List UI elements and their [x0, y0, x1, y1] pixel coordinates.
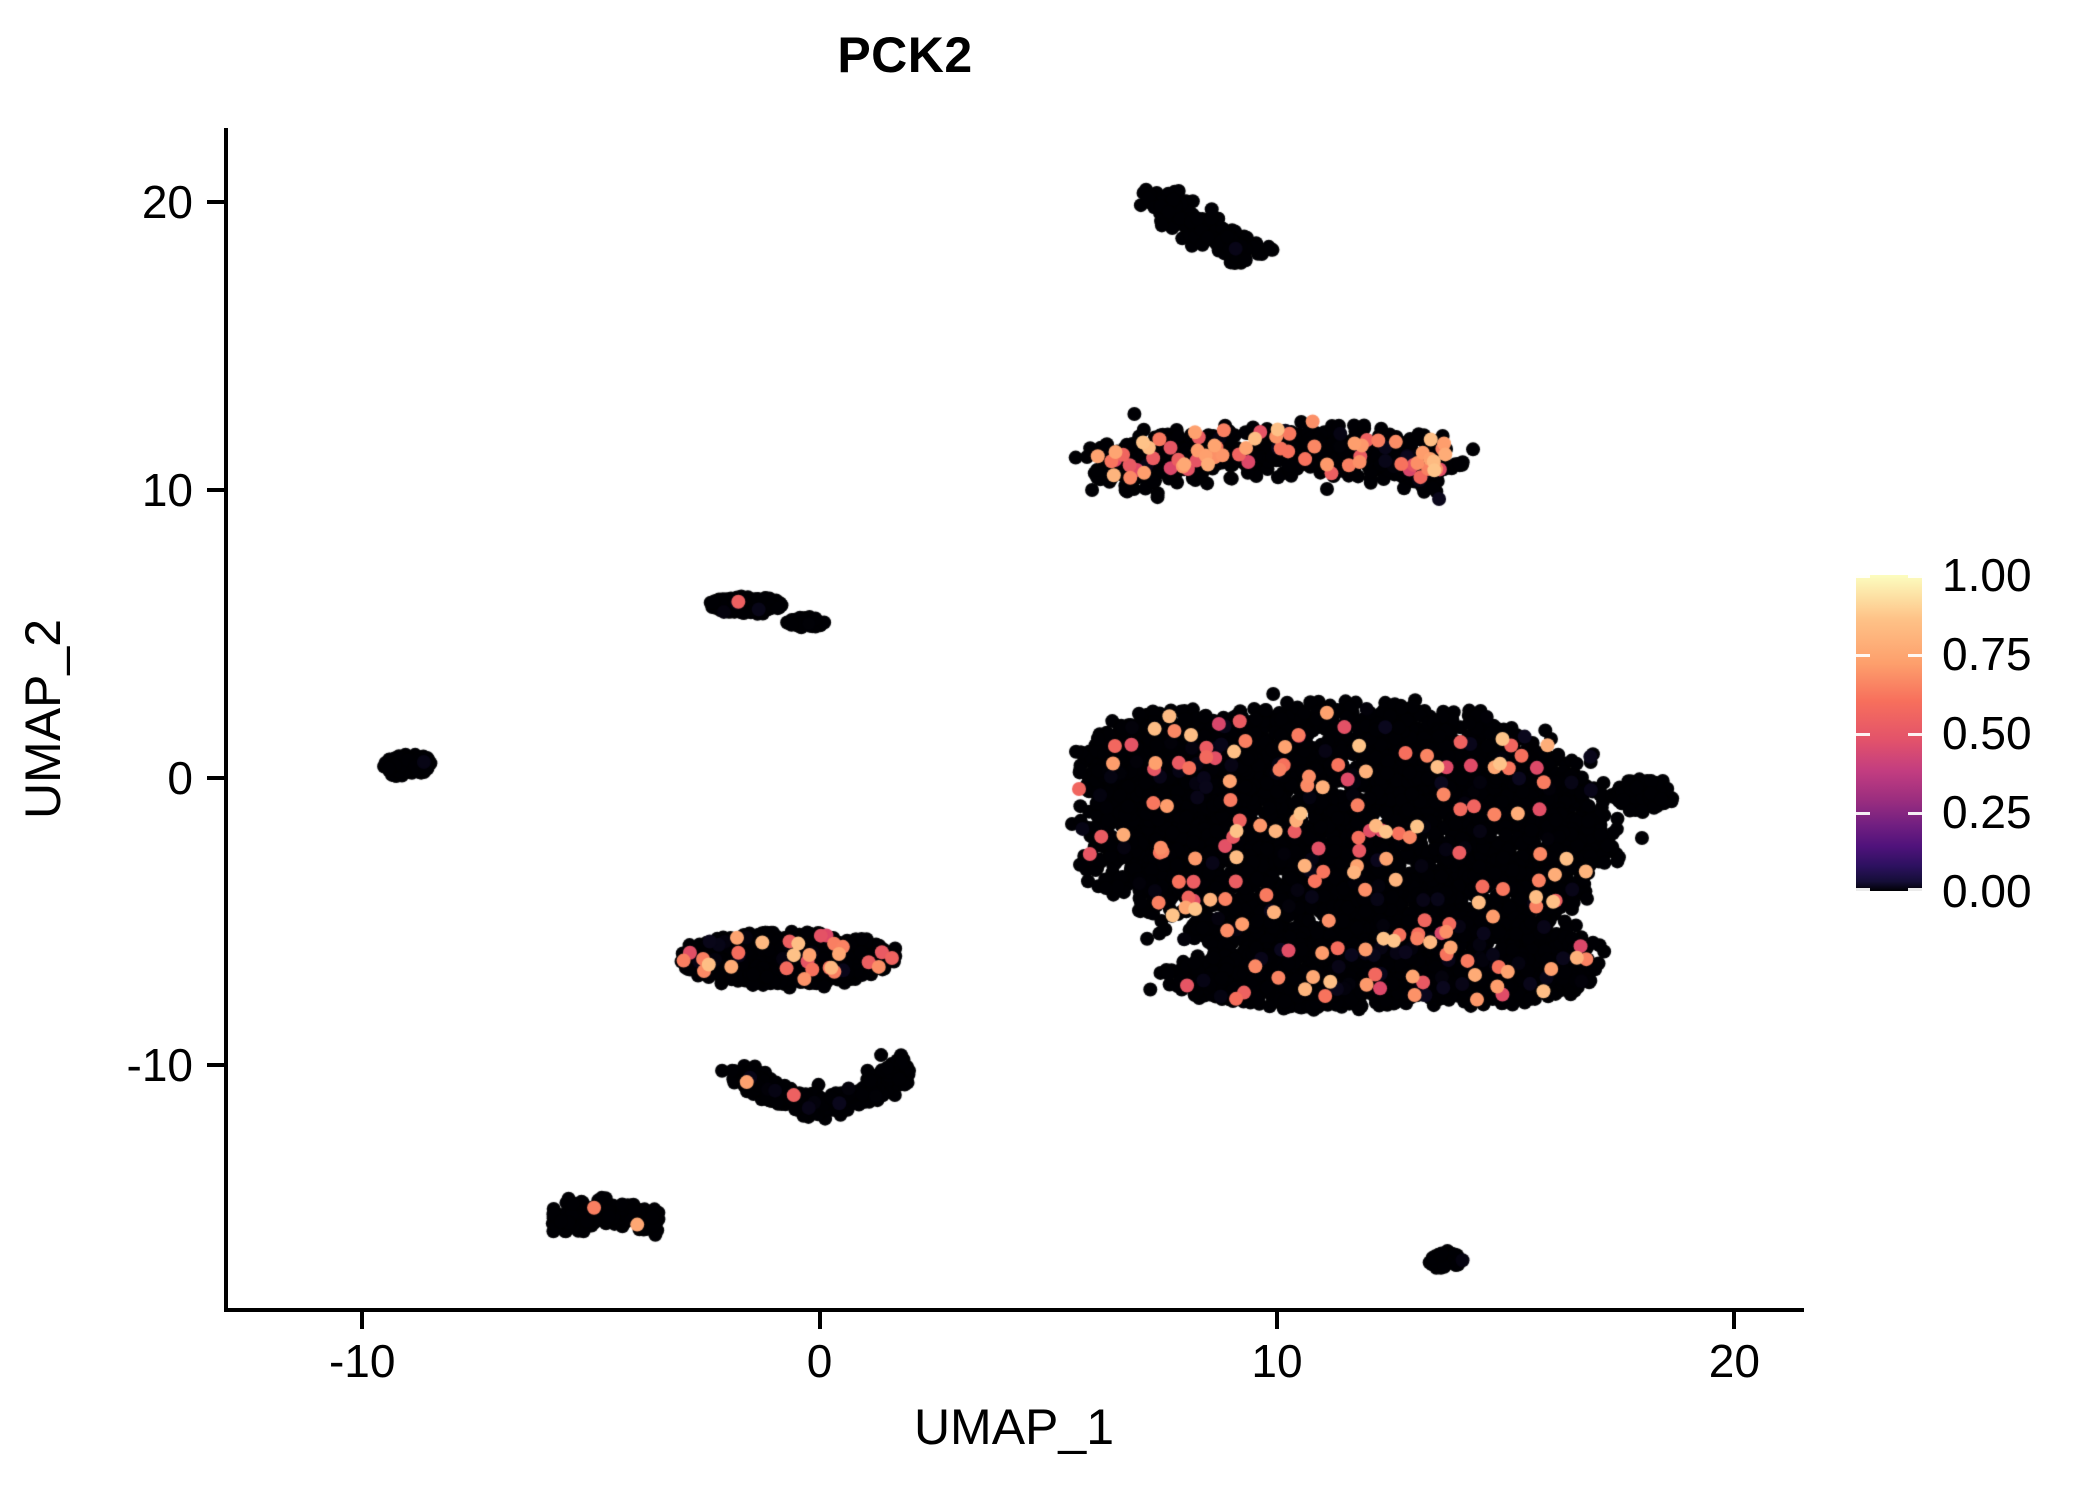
colorbar-tick-mark — [1856, 888, 1870, 891]
x-tick-mark — [817, 1312, 822, 1329]
x-tick-mark — [1275, 1312, 1279, 1329]
y-tick-label: 0 — [167, 751, 193, 804]
x-axis-line — [224, 1308, 1804, 1312]
colorbar-legend: 1.00 0.75 0.50 0.25 0.00 — [1856, 549, 2086, 917]
x-tick-label: 10 — [1251, 1335, 1303, 1387]
colorbar-tick-mark — [1908, 575, 1922, 578]
scatter-canvas — [225, 130, 1803, 1310]
y-axis-label: UMAP_2 — [15, 618, 71, 820]
colorbar-tick-mark — [1908, 733, 1922, 736]
colorbar-tick-mark — [1856, 654, 1870, 657]
x-tick-mark — [1732, 1312, 1737, 1329]
colorbar-tick-mark — [1856, 812, 1870, 815]
y-tick-mark — [207, 1063, 224, 1068]
colorbar-tick-label: 0.75 — [1942, 628, 2032, 680]
x-axis-label: UMAP_1 — [913, 1399, 1115, 1455]
colorbar-tick-mark — [1908, 888, 1922, 891]
y-tick-mark — [207, 775, 224, 780]
colorbar-tick-label: 0.00 — [1942, 865, 2032, 917]
x-tick-mark — [360, 1312, 365, 1329]
x-tick-label: 0 — [806, 1335, 833, 1387]
y-tick-mark — [207, 199, 224, 204]
x-tick-label: 20 — [1708, 1335, 1760, 1387]
colorbar-tick-mark — [1856, 733, 1870, 736]
y-tick-label: 20 — [141, 175, 193, 228]
colorbar-tick-mark — [1856, 575, 1870, 578]
colorbar-tick-mark — [1908, 812, 1922, 815]
colorbar-tick-mark — [1908, 654, 1922, 657]
plot-panel — [225, 130, 1803, 1310]
x-tick-label: -10 — [328, 1335, 396, 1387]
colorbar-tick-label: 0.25 — [1942, 786, 2032, 838]
colorbar-tick-label: 0.50 — [1942, 707, 2032, 759]
y-tick-label: -10 — [126, 1039, 193, 1092]
page-title: PCK2 — [837, 27, 973, 83]
colorbar-tick-label: 1.00 — [1942, 549, 2032, 601]
y-tick-mark — [207, 487, 224, 492]
y-tick-label: 10 — [141, 463, 193, 516]
y-axis-line — [224, 128, 228, 1312]
